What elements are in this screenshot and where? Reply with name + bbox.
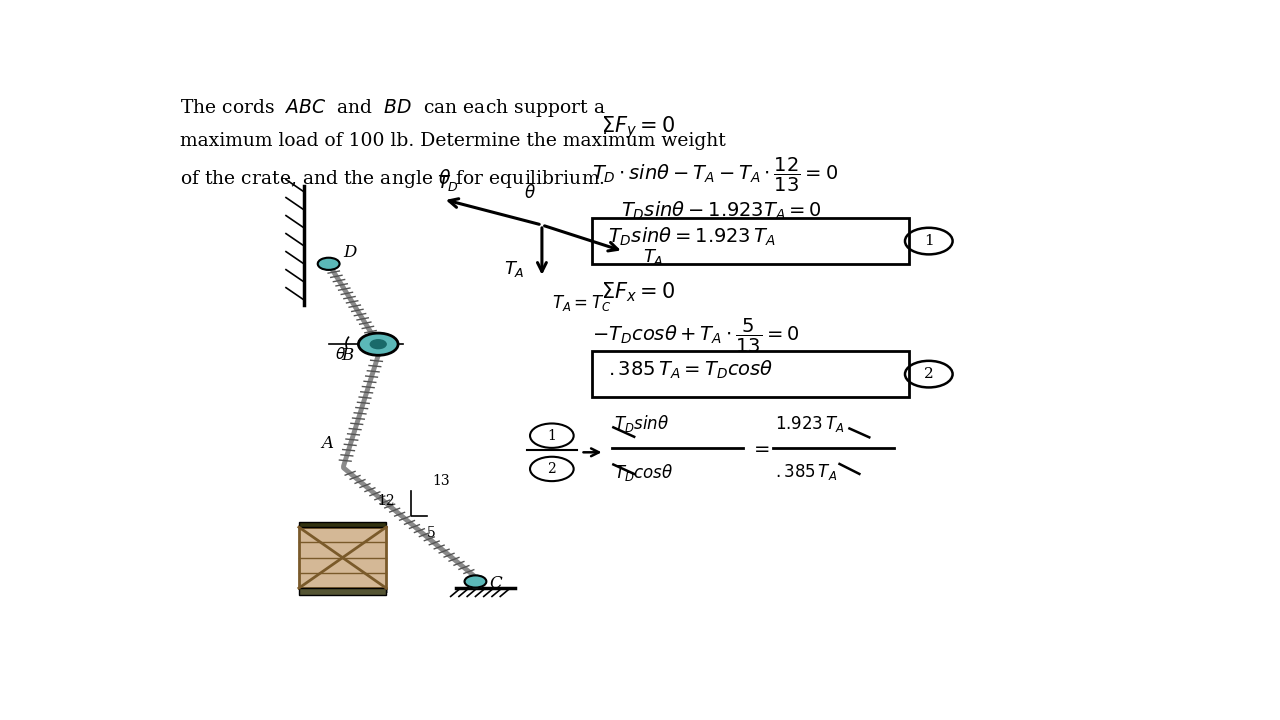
Circle shape <box>317 258 339 270</box>
Text: $T_D sin\theta$: $T_D sin\theta$ <box>614 413 669 434</box>
Text: 1: 1 <box>924 234 933 248</box>
Circle shape <box>370 340 387 348</box>
Text: C: C <box>489 575 502 592</box>
Text: A: A <box>321 436 334 452</box>
Bar <box>300 527 387 588</box>
Text: $\Sigma F_x = 0$: $\Sigma F_x = 0$ <box>602 280 676 304</box>
Text: 1: 1 <box>548 428 557 443</box>
Text: 12: 12 <box>378 494 396 508</box>
Text: $T_A$: $T_A$ <box>644 247 664 267</box>
Circle shape <box>358 333 398 355</box>
Text: $1.923\,T_A$: $1.923\,T_A$ <box>776 414 845 434</box>
Text: of the crate, and the angle $\theta$ for equilibrium.: of the crate, and the angle $\theta$ for… <box>179 167 604 190</box>
Bar <box>300 521 387 527</box>
Text: 13: 13 <box>433 474 451 488</box>
Text: The cords  $ABC$  and  $BD$  can each support a: The cords $ABC$ and $BD$ can each suppor… <box>179 97 605 120</box>
Text: $T_D sin\theta - 1.923T_A = 0$: $T_D sin\theta - 1.923T_A = 0$ <box>621 200 822 222</box>
Text: $=$: $=$ <box>750 439 771 457</box>
FancyBboxPatch shape <box>591 351 909 397</box>
Text: 5: 5 <box>426 526 435 540</box>
Text: $T_D$: $T_D$ <box>436 173 460 192</box>
Text: $.385\,T_A$: $.385\,T_A$ <box>776 462 837 482</box>
Text: $T_D sin\theta = 1.923\,T_A$: $T_D sin\theta = 1.923\,T_A$ <box>608 225 776 248</box>
Bar <box>301 588 388 593</box>
Bar <box>300 588 387 595</box>
Text: $T_D \cdot sin\theta - T_A - T_A \cdot \dfrac{12}{13} = 0$: $T_D \cdot sin\theta - T_A - T_A \cdot \… <box>591 156 837 194</box>
Text: $\theta$: $\theta$ <box>335 346 346 362</box>
Circle shape <box>465 575 486 588</box>
FancyBboxPatch shape <box>591 218 909 264</box>
Text: B: B <box>342 347 353 364</box>
Text: $T_A = T_C$: $T_A = T_C$ <box>552 292 612 312</box>
Text: 2: 2 <box>548 462 557 476</box>
Text: D: D <box>343 244 357 261</box>
Text: $.385\,T_A = T_D cos\theta$: $.385\,T_A = T_D cos\theta$ <box>608 359 774 381</box>
Text: $\Sigma F_y = 0$: $\Sigma F_y = 0$ <box>602 114 676 141</box>
Text: $\theta$: $\theta$ <box>524 184 536 202</box>
Text: maximum load of 100 lb. Determine the maximum weight: maximum load of 100 lb. Determine the ma… <box>179 132 726 150</box>
Text: $T_D cos\theta$: $T_D cos\theta$ <box>614 462 673 482</box>
Text: $T_A$: $T_A$ <box>504 259 525 279</box>
Text: $-T_D cos\theta + T_A \cdot \dfrac{5}{13} = 0$: $-T_D cos\theta + T_A \cdot \dfrac{5}{13… <box>591 317 799 354</box>
Text: 2: 2 <box>924 367 933 381</box>
